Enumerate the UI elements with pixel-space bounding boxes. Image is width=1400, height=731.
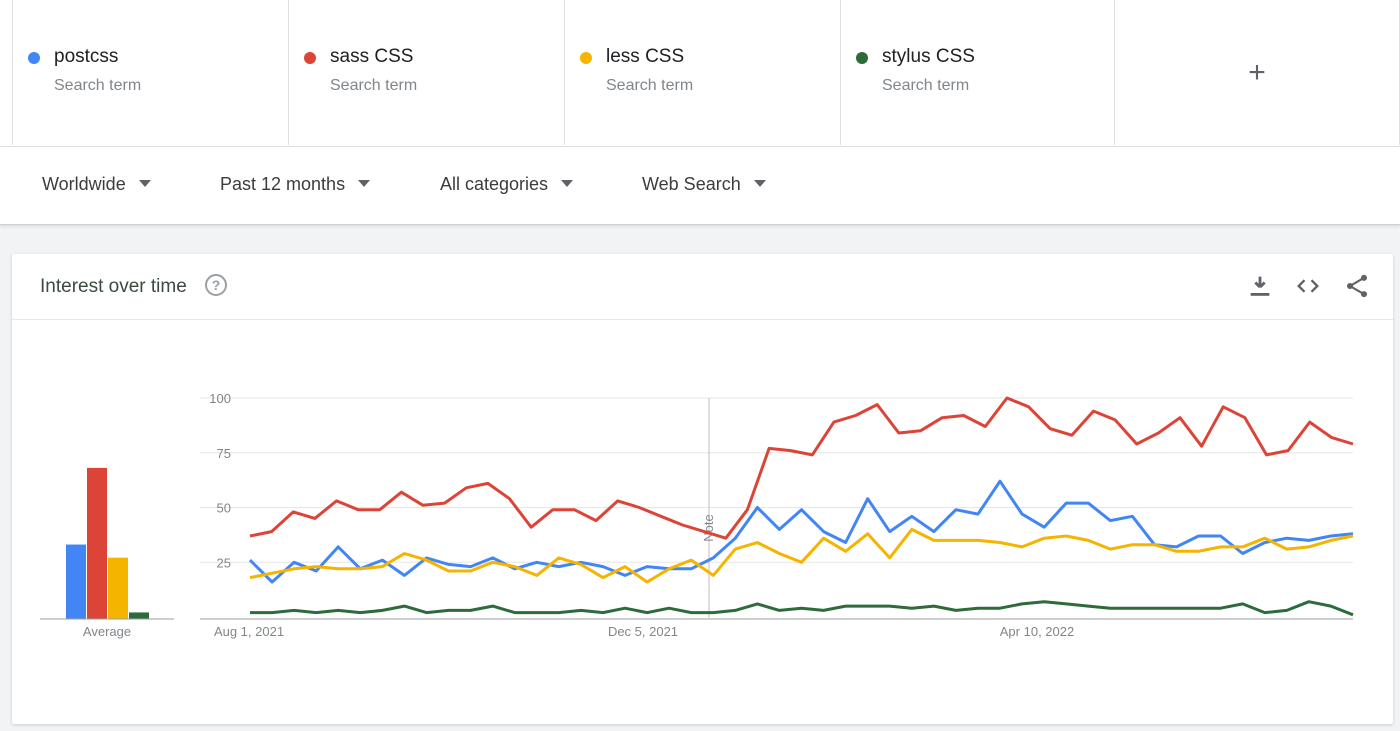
search-term-card-sass[interactable]: sass CSS Search term xyxy=(288,0,563,145)
filters-bar: Worldwide Past 12 months All categories … xyxy=(0,147,1400,225)
series-color-dot xyxy=(856,52,868,64)
average-bar xyxy=(66,544,86,619)
search-term-subtitle: Search term xyxy=(54,77,142,94)
series-line-sass-css xyxy=(249,396,1354,540)
search-type-dropdown-label: Web Search xyxy=(642,174,741,194)
average-bar xyxy=(108,557,128,619)
x-tick-label: Dec 5, 2021 xyxy=(608,624,678,639)
time-range-dropdown[interactable]: Past 12 months xyxy=(220,174,371,195)
add-comparison-button[interactable]: + xyxy=(1114,0,1400,145)
share-icon[interactable] xyxy=(1343,272,1371,300)
average-label: Average xyxy=(83,624,131,639)
search-term-subtitle: Search term xyxy=(330,77,418,94)
caret-down-icon xyxy=(358,179,371,187)
x-tick-label: Apr 10, 2022 xyxy=(1000,624,1074,639)
average-bar xyxy=(129,612,149,619)
series-line-postcss xyxy=(248,479,1354,584)
interest-over-time-card: Interest over time ? 100 75 50 25 Aug 1, 202… xyxy=(12,254,1393,724)
download-icon[interactable] xyxy=(1246,272,1274,300)
caret-down-icon xyxy=(561,179,574,187)
series-line-stylus-css xyxy=(250,600,1354,617)
note-marker-label: Note xyxy=(701,514,716,541)
x-tick-label: Aug 1, 2021 xyxy=(214,624,284,639)
y-tick-label: 100 xyxy=(209,391,231,406)
search-term-name[interactable]: less CSS xyxy=(606,46,685,67)
search-term-subtitle: Search term xyxy=(606,77,694,94)
region-dropdown-label: Worldwide xyxy=(42,174,126,194)
time-range-dropdown-label: Past 12 months xyxy=(220,174,346,194)
caret-down-icon xyxy=(753,179,766,187)
search-term-card-stylus[interactable]: stylus CSS Search term xyxy=(840,0,1115,145)
interest-over-time-chart: 100 75 50 25 Aug 1, 2021 Dec 5, 2021 Apr 10, 2… xyxy=(40,391,1354,639)
series-color-dot xyxy=(28,52,40,64)
average-bar xyxy=(87,467,107,619)
category-dropdown-label: All categories xyxy=(440,174,549,194)
series-line-less-css xyxy=(249,527,1354,584)
search-term-card-less[interactable]: less CSS Search term xyxy=(564,0,839,145)
embed-code-icon[interactable] xyxy=(1294,272,1322,300)
search-term-subtitle: Search term xyxy=(882,77,970,94)
series-color-dot xyxy=(304,52,316,64)
search-term-card-postcss[interactable]: postcss Search term xyxy=(12,0,287,145)
y-tick-label: 25 xyxy=(217,555,231,570)
y-tick-label: 50 xyxy=(217,501,231,516)
region-dropdown[interactable]: Worldwide xyxy=(42,174,151,195)
series-color-dot xyxy=(580,52,592,64)
search-term-name[interactable]: sass CSS xyxy=(330,46,414,67)
y-tick-label: 75 xyxy=(217,446,231,461)
card-header: Interest over time ? xyxy=(12,254,1393,320)
category-dropdown[interactable]: All categories xyxy=(440,174,574,195)
caret-down-icon xyxy=(138,179,151,187)
search-type-dropdown[interactable]: Web Search xyxy=(642,174,766,195)
search-term-name[interactable]: postcss xyxy=(54,46,119,67)
search-term-name[interactable]: stylus CSS xyxy=(882,46,975,67)
search-terms-bar: postcss Search term sass CSS Search term… xyxy=(0,0,1400,147)
card-title: Interest over time xyxy=(40,276,187,297)
help-icon[interactable]: ? xyxy=(205,274,227,296)
